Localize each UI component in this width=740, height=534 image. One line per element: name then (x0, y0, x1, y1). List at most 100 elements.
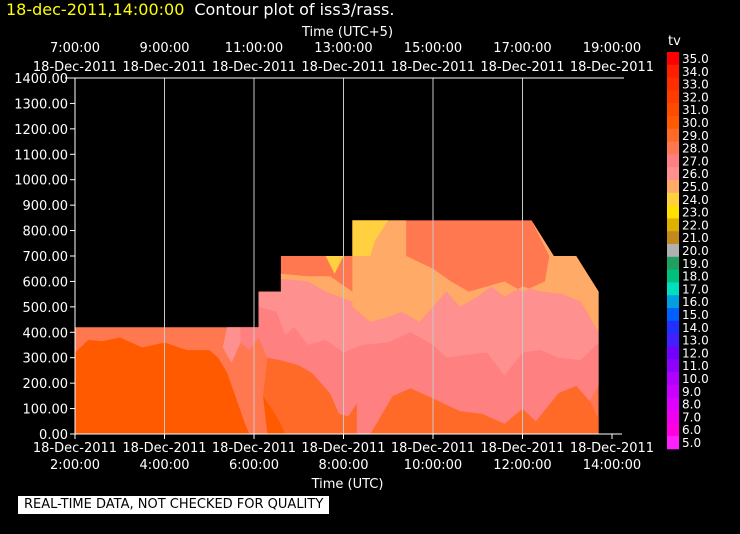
timestamp: 18-dec-2011,14:00:00 (6, 0, 185, 19)
color-legend: tv35.034.033.032.031.030.029.028.027.026… (667, 34, 709, 450)
contour-region-2 (263, 395, 286, 434)
legend-label: 16.0 (682, 295, 709, 309)
legend-swatch (667, 103, 679, 117)
x-tick-date: 18-Dec-2011 (391, 441, 475, 456)
top-tick-date: 18-Dec-2011 (391, 60, 475, 75)
top-tick-date: 18-Dec-2011 (480, 60, 564, 75)
contour-region-7 (222, 327, 241, 363)
legend-swatch (667, 282, 679, 296)
legend-label: 14.0 (682, 321, 709, 335)
legend-swatch (667, 295, 679, 309)
legend-label: 12.0 (682, 346, 709, 360)
contour-region-10 (325, 256, 344, 274)
legend-label: 33.0 (682, 78, 709, 92)
x-tick-time: 4:00:00 (139, 458, 189, 473)
legend-swatch (667, 308, 679, 322)
y-tick-label: 700.00 (23, 250, 69, 265)
top-tick-time: 11:00:00 (225, 41, 283, 56)
top-tick-date: 18-Dec-2011 (301, 60, 385, 75)
y-tick-label: 500.00 (23, 301, 69, 316)
legend-label: 28.0 (682, 142, 709, 156)
legend-swatch (667, 320, 679, 335)
x-tick-date: 18-Dec-2011 (301, 441, 385, 456)
contour-region-1 (75, 337, 250, 434)
legend-swatch (667, 141, 679, 155)
legend-swatch (667, 384, 679, 399)
legend-label: 27.0 (682, 154, 709, 168)
legend-swatch (667, 128, 679, 143)
legend-swatch (667, 372, 679, 386)
x-tick-date: 18-Dec-2011 (480, 441, 564, 456)
legend-swatch (667, 244, 679, 258)
legend-swatch (667, 269, 679, 283)
top-tick-date: 18-Dec-2011 (570, 60, 654, 75)
y-tick-label: 200.00 (23, 377, 69, 392)
quality-note: REAL-TIME DATA, NOT CHECKED FOR QUALITY (18, 496, 330, 514)
y-tick-label: 1200.00 (14, 123, 68, 138)
chart-header: 18-dec-2011,14:00:00 Contour plot of iss3… (6, 0, 394, 19)
legend-swatch (667, 436, 679, 450)
legend-label: 26.0 (682, 167, 709, 181)
contour-region-9 (352, 220, 389, 256)
y-tick-label: 900.00 (23, 199, 69, 214)
legend-swatch (667, 64, 679, 79)
legend-swatch (667, 90, 679, 104)
y-tick-label: 0.00 (39, 428, 68, 443)
top-tick-time: 15:00:00 (404, 41, 462, 56)
y-tick-label: 1300.00 (14, 97, 68, 112)
legend-label: 15.0 (682, 308, 709, 322)
x-tick-time: 8:00:00 (318, 458, 368, 473)
legend-swatch (667, 180, 679, 194)
legend-swatch (667, 167, 679, 181)
legend-swatch (667, 77, 679, 91)
legend-label: 21.0 (682, 231, 709, 245)
contour-regions (75, 220, 599, 434)
legend-swatch (667, 397, 679, 411)
contour-region-5 (240, 306, 599, 434)
legend-swatch (667, 333, 679, 347)
legend-label: 17.0 (682, 282, 709, 296)
legend-label: 32.0 (682, 90, 709, 104)
vertical-grid (164, 78, 523, 434)
legend-swatch (667, 231, 679, 245)
x-tick-time: 14:00:00 (583, 458, 641, 473)
legend-swatch (667, 192, 679, 207)
legend-label: 5.0 (682, 436, 701, 450)
x-tick-date: 18-Dec-2011 (33, 441, 117, 456)
legend-label: 11.0 (682, 359, 709, 373)
legend-label: 13.0 (682, 334, 709, 348)
legend-swatch (667, 116, 679, 130)
y-tick-label: 600.00 (23, 275, 69, 290)
x-tick-time: 2:00:00 (50, 458, 100, 473)
top-tick-date: 18-Dec-2011 (33, 60, 117, 75)
top-tick-time: 9:00:00 (139, 41, 189, 56)
top-tick-time: 17:00:00 (493, 41, 551, 56)
legend-label: 25.0 (682, 180, 709, 194)
legend-swatch (667, 410, 679, 424)
x-tick-date: 18-Dec-2011 (122, 441, 206, 456)
y-tick-label: 400.00 (23, 326, 69, 341)
x-tick-date: 18-Dec-2011 (570, 441, 654, 456)
y-tick-label: 800.00 (23, 225, 69, 240)
x-tick-time: 10:00:00 (404, 458, 462, 473)
top-axis-label: Time (UTC+5) (301, 25, 393, 40)
legend-label: 9.0 (682, 385, 701, 399)
y-tick-label: 1400.00 (14, 72, 68, 87)
legend-swatch (667, 346, 679, 360)
legend-label: 20.0 (682, 244, 709, 258)
legend-label: 6.0 (682, 423, 701, 437)
legend-label: 29.0 (682, 129, 709, 143)
legend-label: 35.0 (682, 52, 709, 66)
legend-label: 7.0 (682, 410, 701, 424)
x-tick-time: 6:00:00 (229, 458, 279, 473)
y-tick-label: 1100.00 (14, 148, 68, 163)
top-tick-time: 7:00:00 (50, 41, 100, 56)
legend-label: 8.0 (682, 398, 701, 412)
legend-label: 22.0 (682, 218, 709, 232)
top-tick-date: 18-Dec-2011 (212, 60, 296, 75)
top-tick-time: 19:00:00 (583, 41, 641, 56)
y-tick-label: 300.00 (23, 352, 69, 367)
legend-label: 31.0 (682, 103, 709, 117)
y-tick-label: 100.00 (23, 403, 69, 418)
